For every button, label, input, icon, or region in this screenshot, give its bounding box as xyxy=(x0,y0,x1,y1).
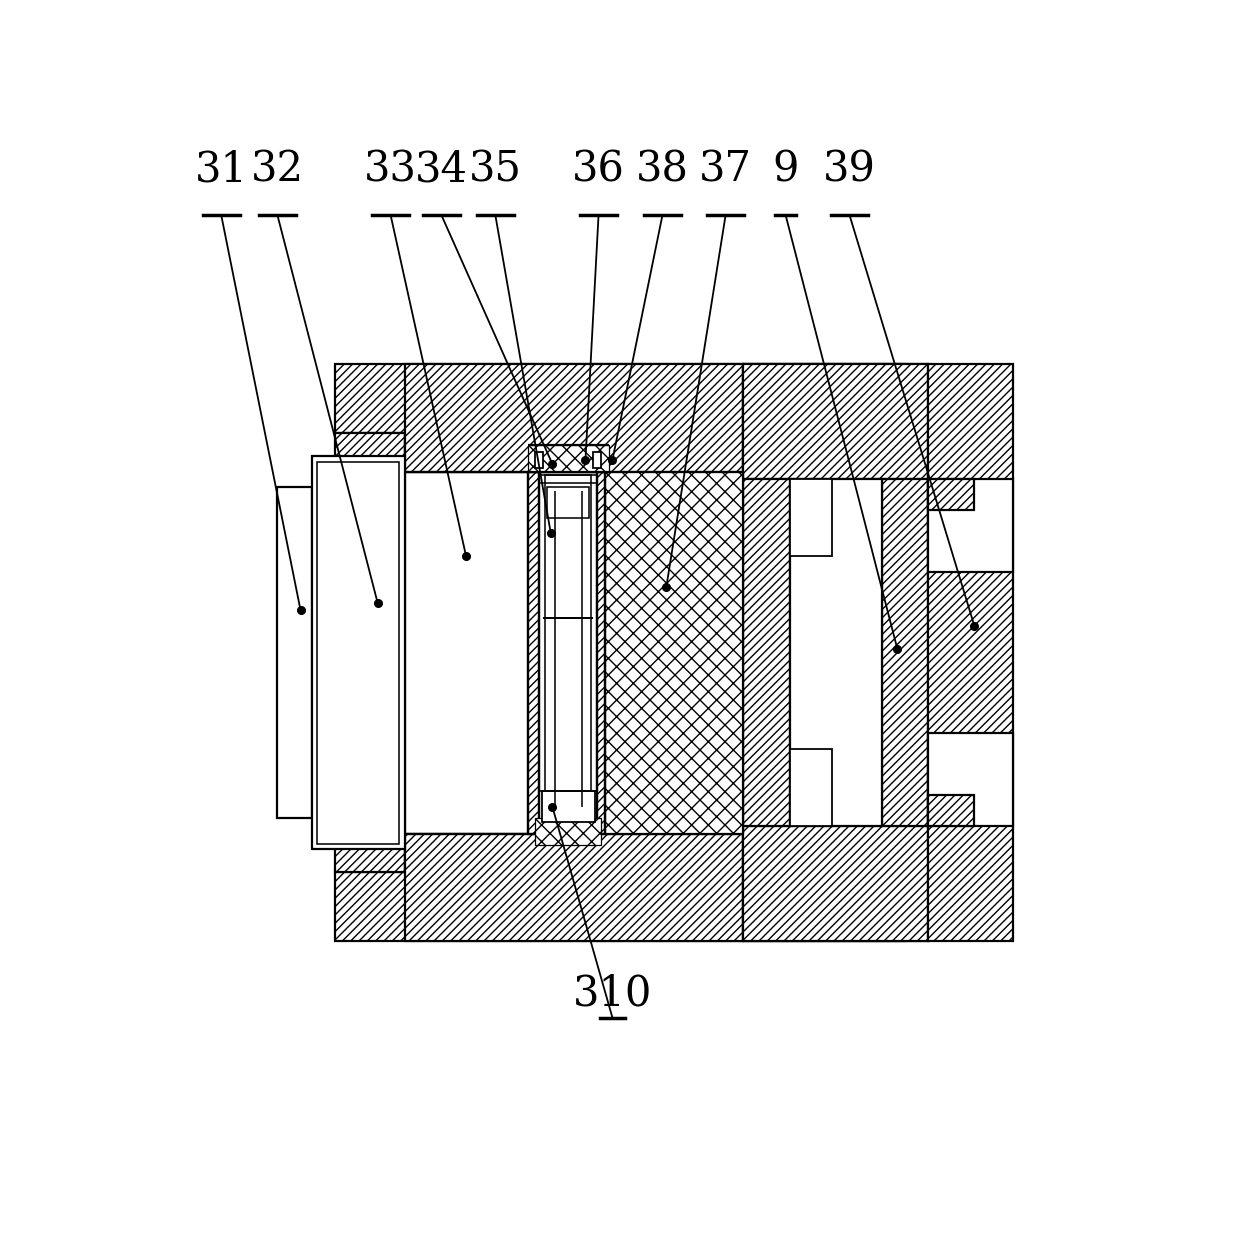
Polygon shape xyxy=(536,819,601,845)
Polygon shape xyxy=(928,479,975,510)
Text: 310: 310 xyxy=(573,972,652,1015)
Polygon shape xyxy=(536,452,543,468)
Polygon shape xyxy=(404,834,528,872)
Polygon shape xyxy=(335,364,905,433)
Polygon shape xyxy=(743,364,928,479)
Polygon shape xyxy=(404,433,528,472)
Polygon shape xyxy=(743,364,928,941)
Polygon shape xyxy=(743,826,928,941)
Polygon shape xyxy=(404,834,743,941)
Polygon shape xyxy=(335,872,905,941)
Text: 37: 37 xyxy=(699,149,753,191)
Polygon shape xyxy=(278,487,312,819)
Text: 33: 33 xyxy=(365,149,417,191)
Polygon shape xyxy=(790,479,832,557)
Polygon shape xyxy=(743,479,790,826)
Polygon shape xyxy=(790,479,882,826)
Text: 34: 34 xyxy=(415,149,467,191)
Polygon shape xyxy=(546,475,590,819)
Polygon shape xyxy=(312,457,404,849)
Polygon shape xyxy=(528,444,609,472)
Polygon shape xyxy=(547,487,589,518)
Polygon shape xyxy=(928,734,1013,826)
Text: 36: 36 xyxy=(572,149,625,191)
Polygon shape xyxy=(539,472,596,822)
Text: 35: 35 xyxy=(469,149,522,191)
Text: 39: 39 xyxy=(823,149,875,191)
Text: 38: 38 xyxy=(636,149,689,191)
Polygon shape xyxy=(928,479,1013,572)
Text: 32: 32 xyxy=(250,149,304,191)
Polygon shape xyxy=(928,795,975,826)
Polygon shape xyxy=(593,452,601,468)
Polygon shape xyxy=(790,749,832,826)
Text: 31: 31 xyxy=(195,149,248,191)
Polygon shape xyxy=(882,479,928,826)
Polygon shape xyxy=(542,791,595,822)
Polygon shape xyxy=(404,364,743,472)
Text: 9: 9 xyxy=(773,149,799,191)
Polygon shape xyxy=(928,364,1013,941)
Polygon shape xyxy=(528,472,605,834)
Polygon shape xyxy=(317,462,399,844)
Polygon shape xyxy=(335,433,404,872)
Polygon shape xyxy=(605,472,743,834)
